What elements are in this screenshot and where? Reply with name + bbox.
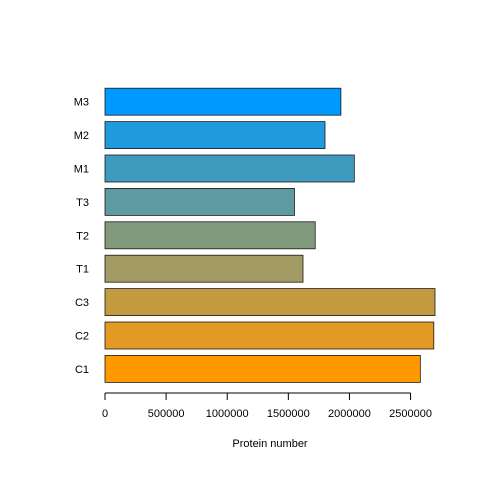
- x-tick-label: 1000000: [206, 408, 249, 420]
- bar-m1: [104, 154, 355, 183]
- category-labels: C1 C2 C3 T1 T2 T3 M1 M2 M3: [74, 97, 89, 376]
- bar-m2: [104, 121, 326, 149]
- x-tick-label: 1500000: [267, 408, 310, 420]
- category-label-m1: M1: [74, 164, 89, 176]
- bar-c2: [104, 321, 435, 350]
- x-axis: 0 500000 1000000 1500000 2000000 2500000: [102, 392, 432, 420]
- x-tick-label: 0: [102, 408, 108, 420]
- category-label-t2: T2: [76, 230, 89, 242]
- bar-t3: [104, 187, 295, 216]
- bar-c3: [104, 288, 436, 317]
- bars: [104, 87, 436, 383]
- category-label-c3: C3: [75, 297, 89, 309]
- category-label-c1: C1: [75, 364, 89, 376]
- x-tick-label: 500000: [148, 408, 185, 420]
- bar-c1: [104, 354, 421, 383]
- category-label-t3: T3: [76, 197, 89, 209]
- category-label-t1: T1: [76, 264, 89, 276]
- bar-t2: [104, 221, 316, 250]
- x-tick-label: 2000000: [328, 408, 371, 420]
- bar-t1: [104, 254, 304, 283]
- category-label-m2: M2: [74, 130, 89, 142]
- category-label-m3: M3: [74, 97, 89, 109]
- category-label-c2: C2: [75, 331, 89, 343]
- x-axis-title: Protein number: [232, 438, 308, 450]
- x-tick-label: 2500000: [389, 408, 432, 420]
- bar-m3: [104, 87, 342, 116]
